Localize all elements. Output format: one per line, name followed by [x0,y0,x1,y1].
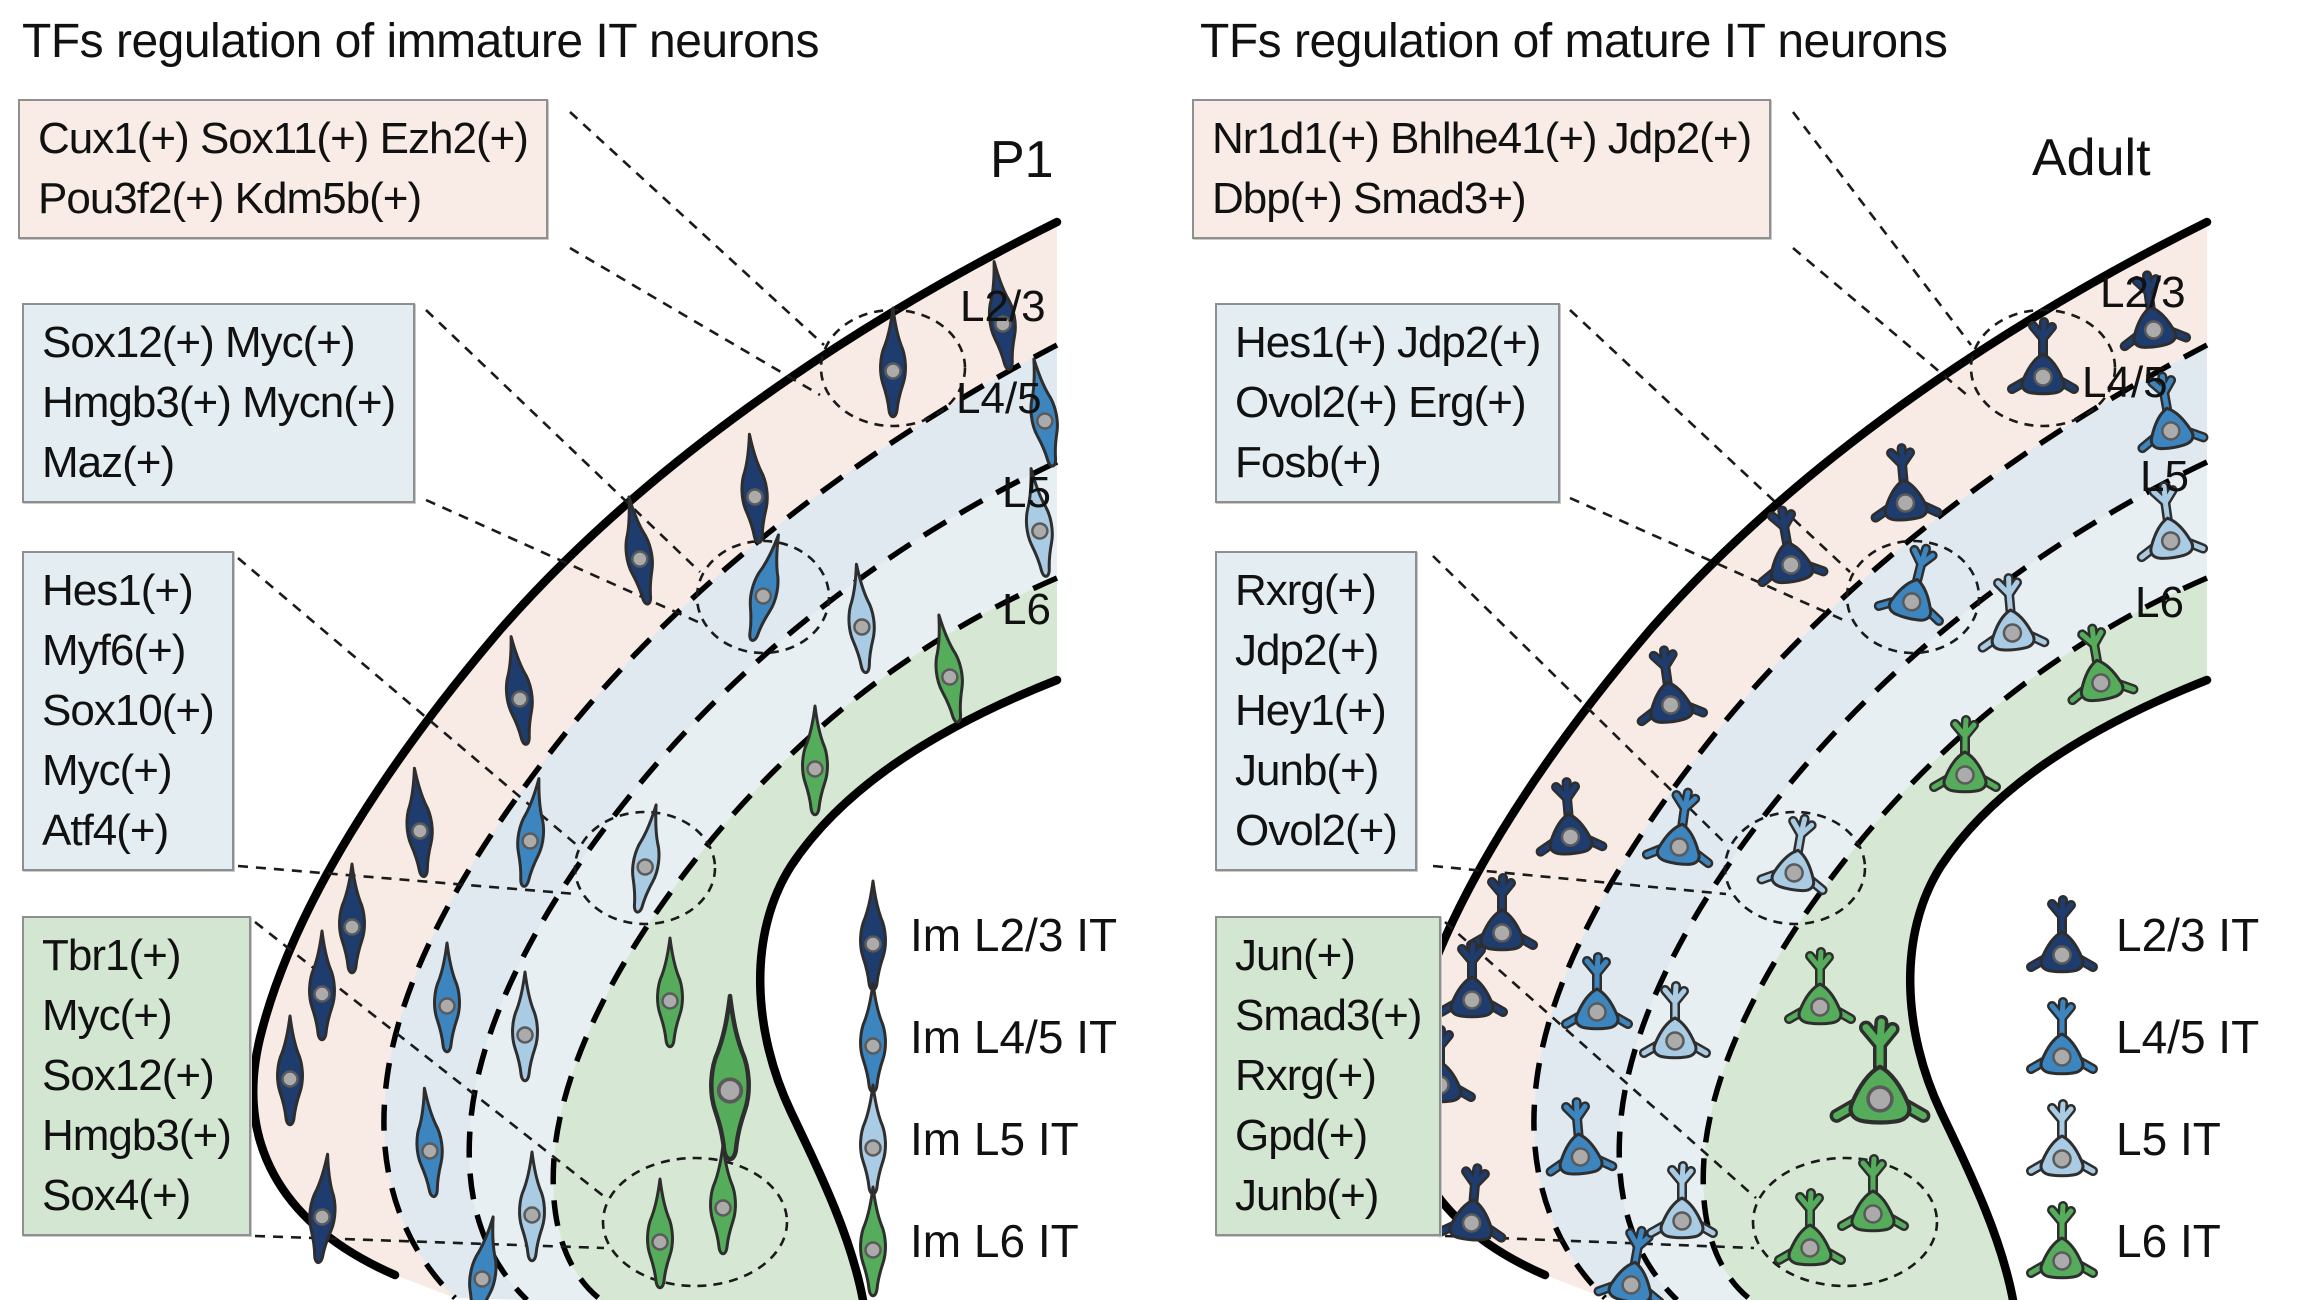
left-stage-label: P1 [990,131,1054,189]
connector-dashed-line [569,246,821,397]
tf-box-line: Hmgb3(+) Mycn(+) [42,378,396,427]
tf-box-line: Myc(+) [42,991,173,1040]
tf-box-line: Sox10(+) [42,686,215,735]
tf-box-line: Sox12(+) [42,1051,215,1100]
layer-label-right-l23: L2/3 [2100,268,2186,317]
legend-item-l23: L2/3 IT [2022,883,2259,987]
tf-box-line: Junb(+) [1235,1171,1379,1220]
l23-neuron-icon [2022,892,2102,978]
l45-neuron-icon [2022,994,2102,1080]
connector-dashed-line [1444,921,1757,1199]
layer-label-left-l45: L4/5 [956,374,1042,423]
legend-item-im-l5: Im L5 IT [850,1083,1079,1196]
connector-dashed-line [1569,309,1851,573]
layer-label-right-l45: L4/5 [2082,358,2168,407]
connector-dashed-line [1791,111,1973,346]
tf-box-line: Myc(+) [42,746,173,795]
tf-box-line: Myf6(+) [42,626,186,675]
tf-box-line: Hmgb3(+) [42,1111,232,1160]
tf-box-line: Sox12(+) Myc(+) [42,318,356,367]
tf-box-line: Pou3f2(+) Kdm5b(+) [38,174,422,223]
tf-box-line: Maz(+) [42,438,175,487]
tf-box-line: Tbr1(+) [42,931,181,980]
connector-dashed-line [1432,864,1727,896]
highlight-dashed-circle [1845,539,1981,655]
legend-label: Im L5 IT [910,1113,1079,1165]
legend-label: L5 IT [2116,1113,2221,1165]
tf-box-right-l23: Nr1d1(+) Bhlhe41(+) Jdp2(+) Dbp(+) Smad3… [1192,99,1772,239]
tf-box-left-l45: Sox12(+) Myc(+) Hmgb3(+) Mycn(+) Maz(+) [22,303,416,503]
legend-label: Im L6 IT [910,1215,1079,1267]
legend-label: Im L2/3 IT [910,909,1118,961]
highlight-dashed-circle [695,539,831,655]
tf-box-line: Ovol2(+) Erg(+) [1235,378,1527,427]
highlight-dashed-circle [601,1156,789,1288]
im-l6-neuron-icon [859,1185,887,1298]
tf-box-line: Hey1(+) [1235,686,1387,735]
tf-box-line: Jdp2(+) [1235,626,1379,675]
right-stage-label: Adult [2032,129,2151,187]
tf-box-line: Dbp(+) Smad3+) [1212,174,1527,223]
legend-label: L4/5 IT [2116,1011,2260,1063]
tf-box-line: Smad3(+) [1235,991,1422,1040]
layer-label-right-l6: L6 [2135,578,2184,627]
legend-item-l45: L4/5 IT [2022,985,2259,1089]
tf-box-line: Rxrg(+) [1235,1051,1377,1100]
legend-item-l5: L5 IT [2022,1087,2221,1191]
tf-box-right-l6: Jun(+) Smad3(+) Rxrg(+) Gpd(+) Junb(+) [1215,916,1442,1236]
highlight-dashed-circle [1723,810,1867,926]
tf-box-right-l45: Hes1(+) Jdp2(+) Ovol2(+) Erg(+) Fosb(+) [1215,303,1561,503]
connector-dashed-line [237,864,577,896]
tf-box-line: Ovol2(+) [1235,806,1398,855]
tf-box-left-l6: Tbr1(+) Myc(+) Sox12(+) Hmgb3(+) Sox4(+) [22,916,251,1236]
legend-item-l6: L6 IT [2022,1189,2221,1293]
tf-box-line: Fosb(+) [1235,438,1382,487]
legend-item-im-l23: Im L2/3 IT [850,879,1118,992]
tf-box-line: Gpd(+) [1235,1111,1368,1160]
tf-box-line: Jun(+) [1235,931,1356,980]
tf-box-line: Nr1d1(+) Bhlhe41(+) Jdp2(+) [1212,114,1752,163]
highlight-dashed-circle [1751,1156,1939,1288]
tf-box-left-l23: Cux1(+) Sox11(+) Ezh2(+) Pou3f2(+) Kdm5b… [18,99,548,239]
tf-box-line: Hes1(+) [42,566,194,615]
tf-box-line: Sox4(+) [42,1171,191,1220]
tf-box-line: Hes1(+) Jdp2(+) [1235,318,1541,367]
highlight-dashed-circle [573,810,717,926]
highlight-dashed-circle [1969,308,2117,428]
tf-box-line: Rxrg(+) [1235,566,1377,615]
connector-dashed-line [425,498,699,624]
l5-neuron-icon [2022,1096,2102,1182]
tf-box-line: Junb(+) [1235,746,1379,795]
legend-label: Im L4/5 IT [910,1011,1118,1063]
legend-label: L2/3 IT [2116,909,2260,961]
legend-item-im-l45: Im L4/5 IT [850,981,1118,1094]
layer-label-left-l6: L6 [1002,585,1051,634]
tf-box-line: Cux1(+) Sox11(+) Ezh2(+) [38,114,529,163]
connector-dashed-line [1792,247,1968,396]
left-panel-title: TFs regulation of immature IT neurons [22,15,819,68]
connector-dashed-line [569,111,825,346]
connector-dashed-line [1569,496,1849,624]
connector-dashed-line [425,309,701,573]
connector-dashed-line [1444,1234,1755,1250]
tf-box-right-l5: Rxrg(+) Jdp2(+) Hey1(+) Junb(+) Ovol2(+) [1215,551,1417,871]
layer-label-left-l5: L5 [1002,468,1051,517]
right-panel-title: TFs regulation of mature IT neurons [1200,15,1948,68]
layer-label-left-l23: L2/3 [960,282,1046,331]
tf-box-line: Atf4(+) [42,806,169,855]
legend-item-im-l6: Im L6 IT [850,1185,1079,1298]
tf-box-left-l5: Hes1(+) Myf6(+) Sox10(+) Myc(+) Atf4(+) [22,551,234,871]
connector-dashed-line [237,557,579,847]
l6-neuron-icon [2022,1198,2102,1284]
legend-label: L6 IT [2116,1215,2221,1267]
layer-label-right-l5: L5 [2140,452,2189,501]
